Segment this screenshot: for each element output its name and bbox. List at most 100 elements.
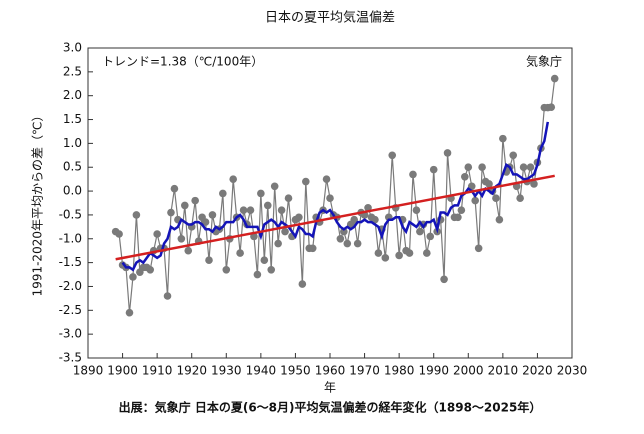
- data-point: [443, 149, 452, 157]
- data-point: [492, 194, 500, 203]
- data-point: [426, 232, 435, 241]
- data-point: [246, 206, 255, 214]
- data-point: [274, 239, 282, 248]
- y-tick-label: 2.5: [63, 64, 82, 78]
- y-tick-label: 3.0: [63, 41, 82, 55]
- data-point: [132, 211, 141, 219]
- data-point: [471, 196, 480, 205]
- x-tick-label: 1900: [107, 364, 138, 378]
- data-point: [454, 213, 462, 222]
- data-point: [284, 194, 293, 203]
- data-point: [395, 251, 403, 260]
- y-axis-label: 1991-2020年平均からの差（℃）: [31, 110, 45, 297]
- data-point: [423, 249, 431, 257]
- data-point: [405, 249, 414, 257]
- data-point: [343, 239, 352, 248]
- x-tick-label: 1930: [211, 364, 242, 378]
- x-tick-label: 1920: [176, 364, 207, 378]
- y-tick-label: -2.5: [59, 303, 82, 317]
- data-point: [381, 254, 390, 262]
- data-point: [364, 203, 372, 212]
- annotation: トレンド=1.38（℃/100年）: [102, 55, 263, 69]
- data-point: [229, 175, 237, 183]
- x-tick-label: 1970: [349, 364, 380, 378]
- data-point: [270, 182, 279, 191]
- data-point: [181, 201, 189, 210]
- y-tick-label: 0.5: [63, 160, 82, 174]
- series-line: [115, 78, 556, 313]
- data-point: [371, 215, 379, 224]
- y-tick-label: 1.0: [63, 136, 82, 150]
- data-point: [201, 218, 210, 226]
- y-tick-label: -2.0: [59, 279, 82, 293]
- data-point: [167, 208, 175, 217]
- x-tick-label: 1940: [246, 364, 277, 378]
- data-point: [526, 163, 535, 172]
- data-point: [115, 230, 123, 238]
- data-point: [208, 211, 217, 219]
- data-point: [146, 265, 155, 274]
- data-point: [440, 275, 448, 284]
- y-tick-label: -1.5: [59, 255, 82, 269]
- data-point: [429, 165, 438, 174]
- y-tick-label: -1.0: [59, 231, 82, 245]
- data-point: [302, 177, 310, 186]
- data-point: [474, 244, 483, 253]
- data-point: [163, 292, 172, 300]
- data-point: [260, 256, 269, 265]
- x-tick-label: 1980: [384, 364, 415, 378]
- data-point: [467, 182, 476, 191]
- data-point: [464, 163, 473, 172]
- data-point: [388, 151, 397, 160]
- data-point: [153, 230, 161, 238]
- data-point: [409, 170, 417, 179]
- data-point: [205, 256, 213, 265]
- data-point: [516, 194, 524, 203]
- data-point: [530, 180, 538, 188]
- data-point: [191, 196, 199, 205]
- plot-frame: [87, 47, 573, 359]
- x-axis-label: 年: [324, 381, 336, 395]
- y-tick-label: -3.0: [59, 327, 82, 341]
- data-point: [550, 74, 559, 83]
- data-point: [336, 234, 345, 243]
- data-point: [236, 249, 244, 257]
- caption: 出展：気象庁 日本の夏(6～8月)平均気温偏差の経年変化（1898～2025年）: [119, 400, 542, 415]
- data-point: [298, 280, 307, 288]
- data-point: [253, 270, 262, 279]
- y-tick-label: 1.5: [63, 112, 82, 126]
- x-tick-label: 1990: [418, 364, 449, 378]
- data-point: [239, 206, 248, 214]
- y-tick-label: -0.5: [59, 207, 82, 221]
- y-tick-label: 0.0: [63, 184, 82, 198]
- data-point: [461, 172, 469, 181]
- data-point: [281, 227, 289, 236]
- data-point: [322, 175, 331, 183]
- data-point: [263, 201, 272, 210]
- data-point: [485, 180, 493, 188]
- data-point: [219, 189, 227, 198]
- x-tick-label: 1910: [142, 364, 173, 378]
- x-tick-label: 1890: [73, 364, 104, 378]
- chart-title: 日本の夏平均気温偏差: [265, 10, 395, 26]
- y-tick-label: -3.5: [59, 351, 82, 365]
- data-point: [547, 103, 556, 111]
- data-point: [267, 265, 276, 274]
- annotation: 気象庁: [526, 54, 562, 69]
- data-point: [374, 249, 383, 257]
- data-point: [499, 134, 507, 143]
- x-tick-label: 2010: [488, 364, 519, 378]
- x-tick-label: 2030: [557, 364, 588, 378]
- data-point: [350, 215, 359, 224]
- data-point: [177, 234, 186, 243]
- data-point: [353, 239, 362, 248]
- data-point: [129, 273, 137, 281]
- data-point: [308, 244, 317, 253]
- x-tick-label: 2000: [453, 364, 484, 378]
- data-point: [222, 265, 231, 274]
- data-point: [170, 184, 179, 193]
- data-point: [125, 308, 134, 317]
- series-line: [115, 174, 555, 261]
